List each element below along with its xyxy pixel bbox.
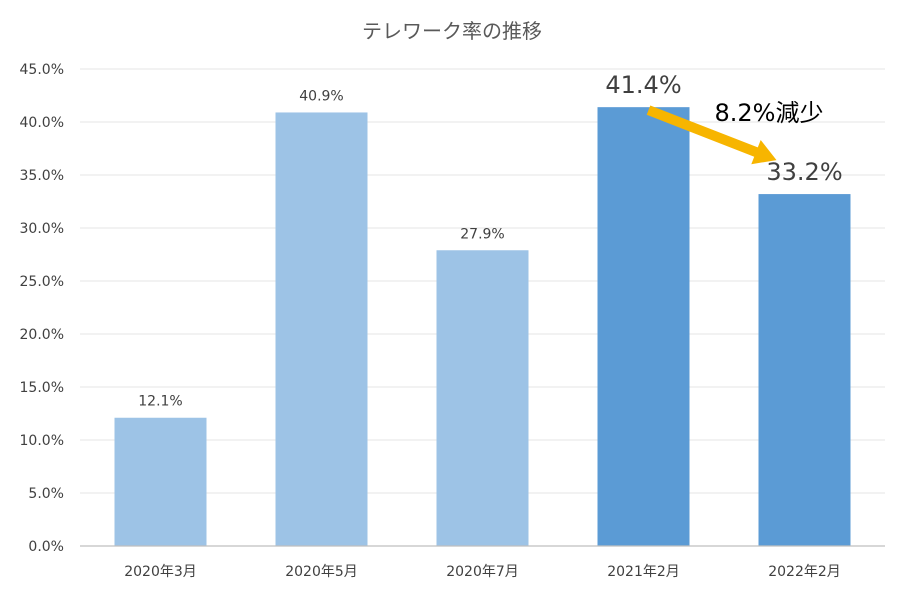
y-tick-label: 10.0%	[20, 433, 64, 449]
bar	[758, 194, 851, 546]
bar	[275, 112, 368, 547]
y-tick-label: 35.0%	[20, 168, 64, 184]
data-label: 33.2%	[766, 158, 842, 186]
annotation: 8.2%減少	[646, 99, 824, 165]
annotation-label: 8.2%減少	[715, 99, 824, 127]
y-tick-label: 25.0%	[20, 274, 64, 290]
x-tick-label: 2022年2月	[768, 564, 841, 580]
data-label: 27.9%	[460, 226, 504, 242]
bar	[436, 250, 529, 546]
bar	[114, 417, 207, 546]
decrease-arrow	[646, 105, 777, 165]
y-tick-label: 5.0%	[28, 486, 64, 502]
y-tick-label: 0.0%	[28, 539, 64, 555]
data-label: 40.9%	[299, 88, 343, 104]
y-tick-label: 20.0%	[20, 327, 64, 343]
x-tick-label: 2020年3月	[124, 564, 197, 580]
data-label: 41.4%	[605, 71, 681, 99]
bar	[597, 107, 690, 546]
y-tick-label: 15.0%	[20, 380, 64, 396]
chart-title: テレワーク率の推移	[362, 19, 542, 43]
y-tick-label: 30.0%	[20, 221, 64, 237]
data-labels: 12.1% 40.9% 27.9% 41.4% 33.2%	[138, 71, 842, 410]
x-tick-label: 2020年5月	[285, 564, 358, 580]
x-tick-label: 2021年2月	[607, 564, 680, 580]
bars	[114, 107, 851, 547]
y-tick-label: 40.0%	[20, 115, 64, 131]
data-label: 12.1%	[138, 394, 182, 410]
x-tick-label: 2020年7月	[446, 564, 519, 580]
y-tick-label: 45.0%	[20, 62, 64, 78]
axes: 0.0% 5.0% 10.0% 15.0% 20.0% 25.0% 30.0% 35.0% 40…	[20, 62, 885, 580]
